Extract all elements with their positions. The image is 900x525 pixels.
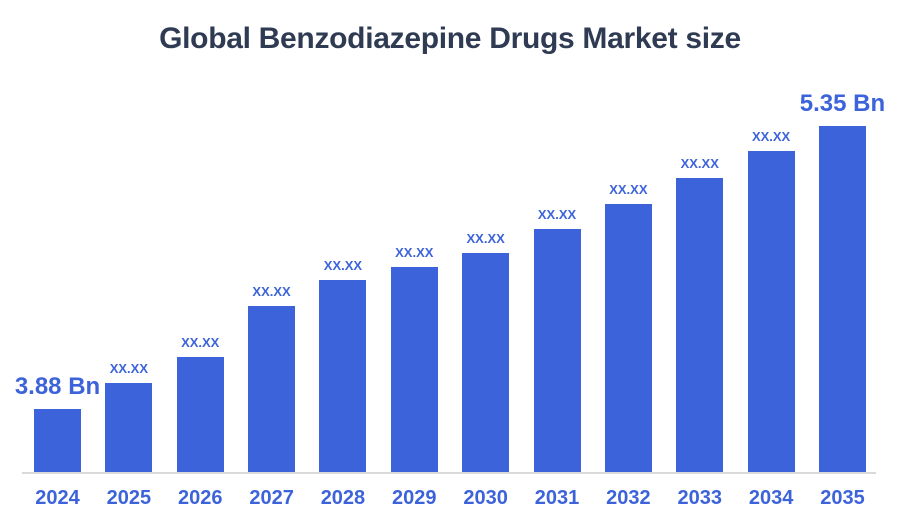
bar-group-2034: XX.XX xyxy=(747,129,795,473)
bar-2031 xyxy=(533,229,581,473)
bar-value-label: 5.35 Bn xyxy=(799,90,886,117)
bar-group-2035: 5.35 Bn xyxy=(800,92,885,473)
bar-group-2028: XX.XX xyxy=(319,258,367,473)
bar-value-label: XX.XX xyxy=(609,182,648,197)
bar-group-2024: 3.88 Bn xyxy=(15,375,100,473)
x-axis-labels: 2024 2025 2026 2027 2028 2029 2030 2031 … xyxy=(34,487,866,510)
x-axis-label-2026: 2026 xyxy=(177,487,223,509)
x-axis-label-2024: 2024 xyxy=(35,487,80,509)
bar-value-label: XX.XX xyxy=(395,245,434,260)
x-axis-label-2033: 2033 xyxy=(677,487,722,509)
bar-group-2029: XX.XX xyxy=(390,245,438,473)
bar-2033 xyxy=(676,178,724,473)
bar-value-label: XX.XX xyxy=(323,258,363,273)
x-axis-label-2028: 2028 xyxy=(320,487,366,509)
bar-value-label: 3.88 Bn xyxy=(14,373,101,400)
x-axis-line xyxy=(22,472,876,474)
x-axis-label-2025: 2025 xyxy=(106,487,152,509)
x-axis-label-2031: 2031 xyxy=(534,487,580,509)
chart-title: Global Benzodiazepine Drugs Market size xyxy=(159,22,741,55)
bar-group-2033: XX.XX xyxy=(676,156,724,473)
bar-value-label: XX.XX xyxy=(466,231,505,246)
bar-2034 xyxy=(747,151,795,473)
bar-value-label: XX.XX xyxy=(537,207,577,222)
bar-group-2027: XX.XX xyxy=(248,284,296,473)
bar-2029 xyxy=(390,267,438,473)
x-axis-label-2027: 2027 xyxy=(249,487,294,509)
bar-2035 xyxy=(818,126,866,473)
bar-2024 xyxy=(34,409,81,473)
x-axis-label-2032: 2032 xyxy=(606,487,651,509)
bar-2026 xyxy=(176,357,224,473)
plot-area: 3.88 Bn XX.XX XX.XX XX.XX XX.XX XX.XX XX… xyxy=(15,73,885,473)
bar-group-2030: XX.XX xyxy=(462,231,510,473)
bar-2027 xyxy=(248,306,296,473)
bar-value-label: XX.XX xyxy=(181,335,220,350)
bar-2032 xyxy=(604,204,652,473)
x-axis-label-2029: 2029 xyxy=(392,487,437,509)
bar-value-label: XX.XX xyxy=(680,156,719,171)
bar-group-2025: XX.XX xyxy=(105,361,153,473)
bar-value-label: XX.XX xyxy=(751,129,791,144)
bar-2028 xyxy=(319,280,367,473)
bar-2030 xyxy=(462,253,510,473)
x-axis-label-2035: 2035 xyxy=(820,487,865,509)
bar-value-label: XX.XX xyxy=(252,284,291,299)
bar-group-2026: XX.XX xyxy=(176,335,224,473)
bar-group-2032: XX.XX xyxy=(604,182,652,473)
bar-value-label: XX.XX xyxy=(109,361,148,376)
x-axis-label-2034: 2034 xyxy=(748,487,794,509)
bar-2025 xyxy=(105,383,153,473)
bar-group-2031: XX.XX xyxy=(533,207,581,473)
x-axis-label-2030: 2030 xyxy=(463,487,508,509)
